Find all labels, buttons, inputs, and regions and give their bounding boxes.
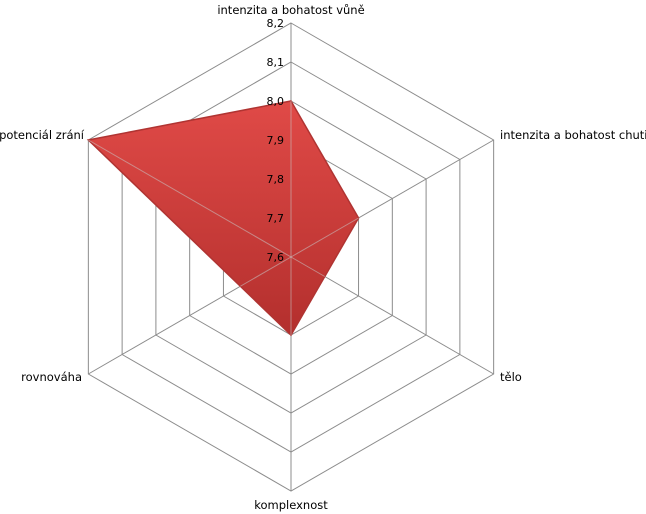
tick-label: 7,6 (267, 251, 285, 264)
axis-label: tělo (500, 370, 522, 384)
tick-label: 8,2 (267, 17, 285, 30)
series-inner-spoke (290, 256, 326, 277)
radar-tick-labels: 7,6 7,7 7,8 7,9 8,0 8,1 8,2 (267, 17, 285, 264)
tick-label: 8,0 (267, 95, 285, 108)
radar-series (86, 100, 360, 337)
tick-label: 7,7 (267, 212, 285, 225)
tick-label: 7,9 (267, 134, 285, 147)
axis-label: intenzita a bohatost chuti (500, 128, 646, 142)
axis-label: rovnováha (21, 370, 82, 384)
series-inner-spoke (88, 139, 292, 258)
tick-label: 7,8 (267, 173, 285, 186)
axis-label: intenzita a bohatost vůně (217, 3, 364, 17)
radar-axis-labels: intenzita a bohatost vůně intenzita a boh… (0, 3, 646, 512)
series-inner-spoke (290, 217, 359, 258)
series-inner-spoke (240, 256, 292, 287)
axis-label: potenciál zrání (0, 128, 85, 142)
axis-label: komplexnost (254, 498, 328, 512)
tick-label: 8,1 (267, 56, 285, 69)
